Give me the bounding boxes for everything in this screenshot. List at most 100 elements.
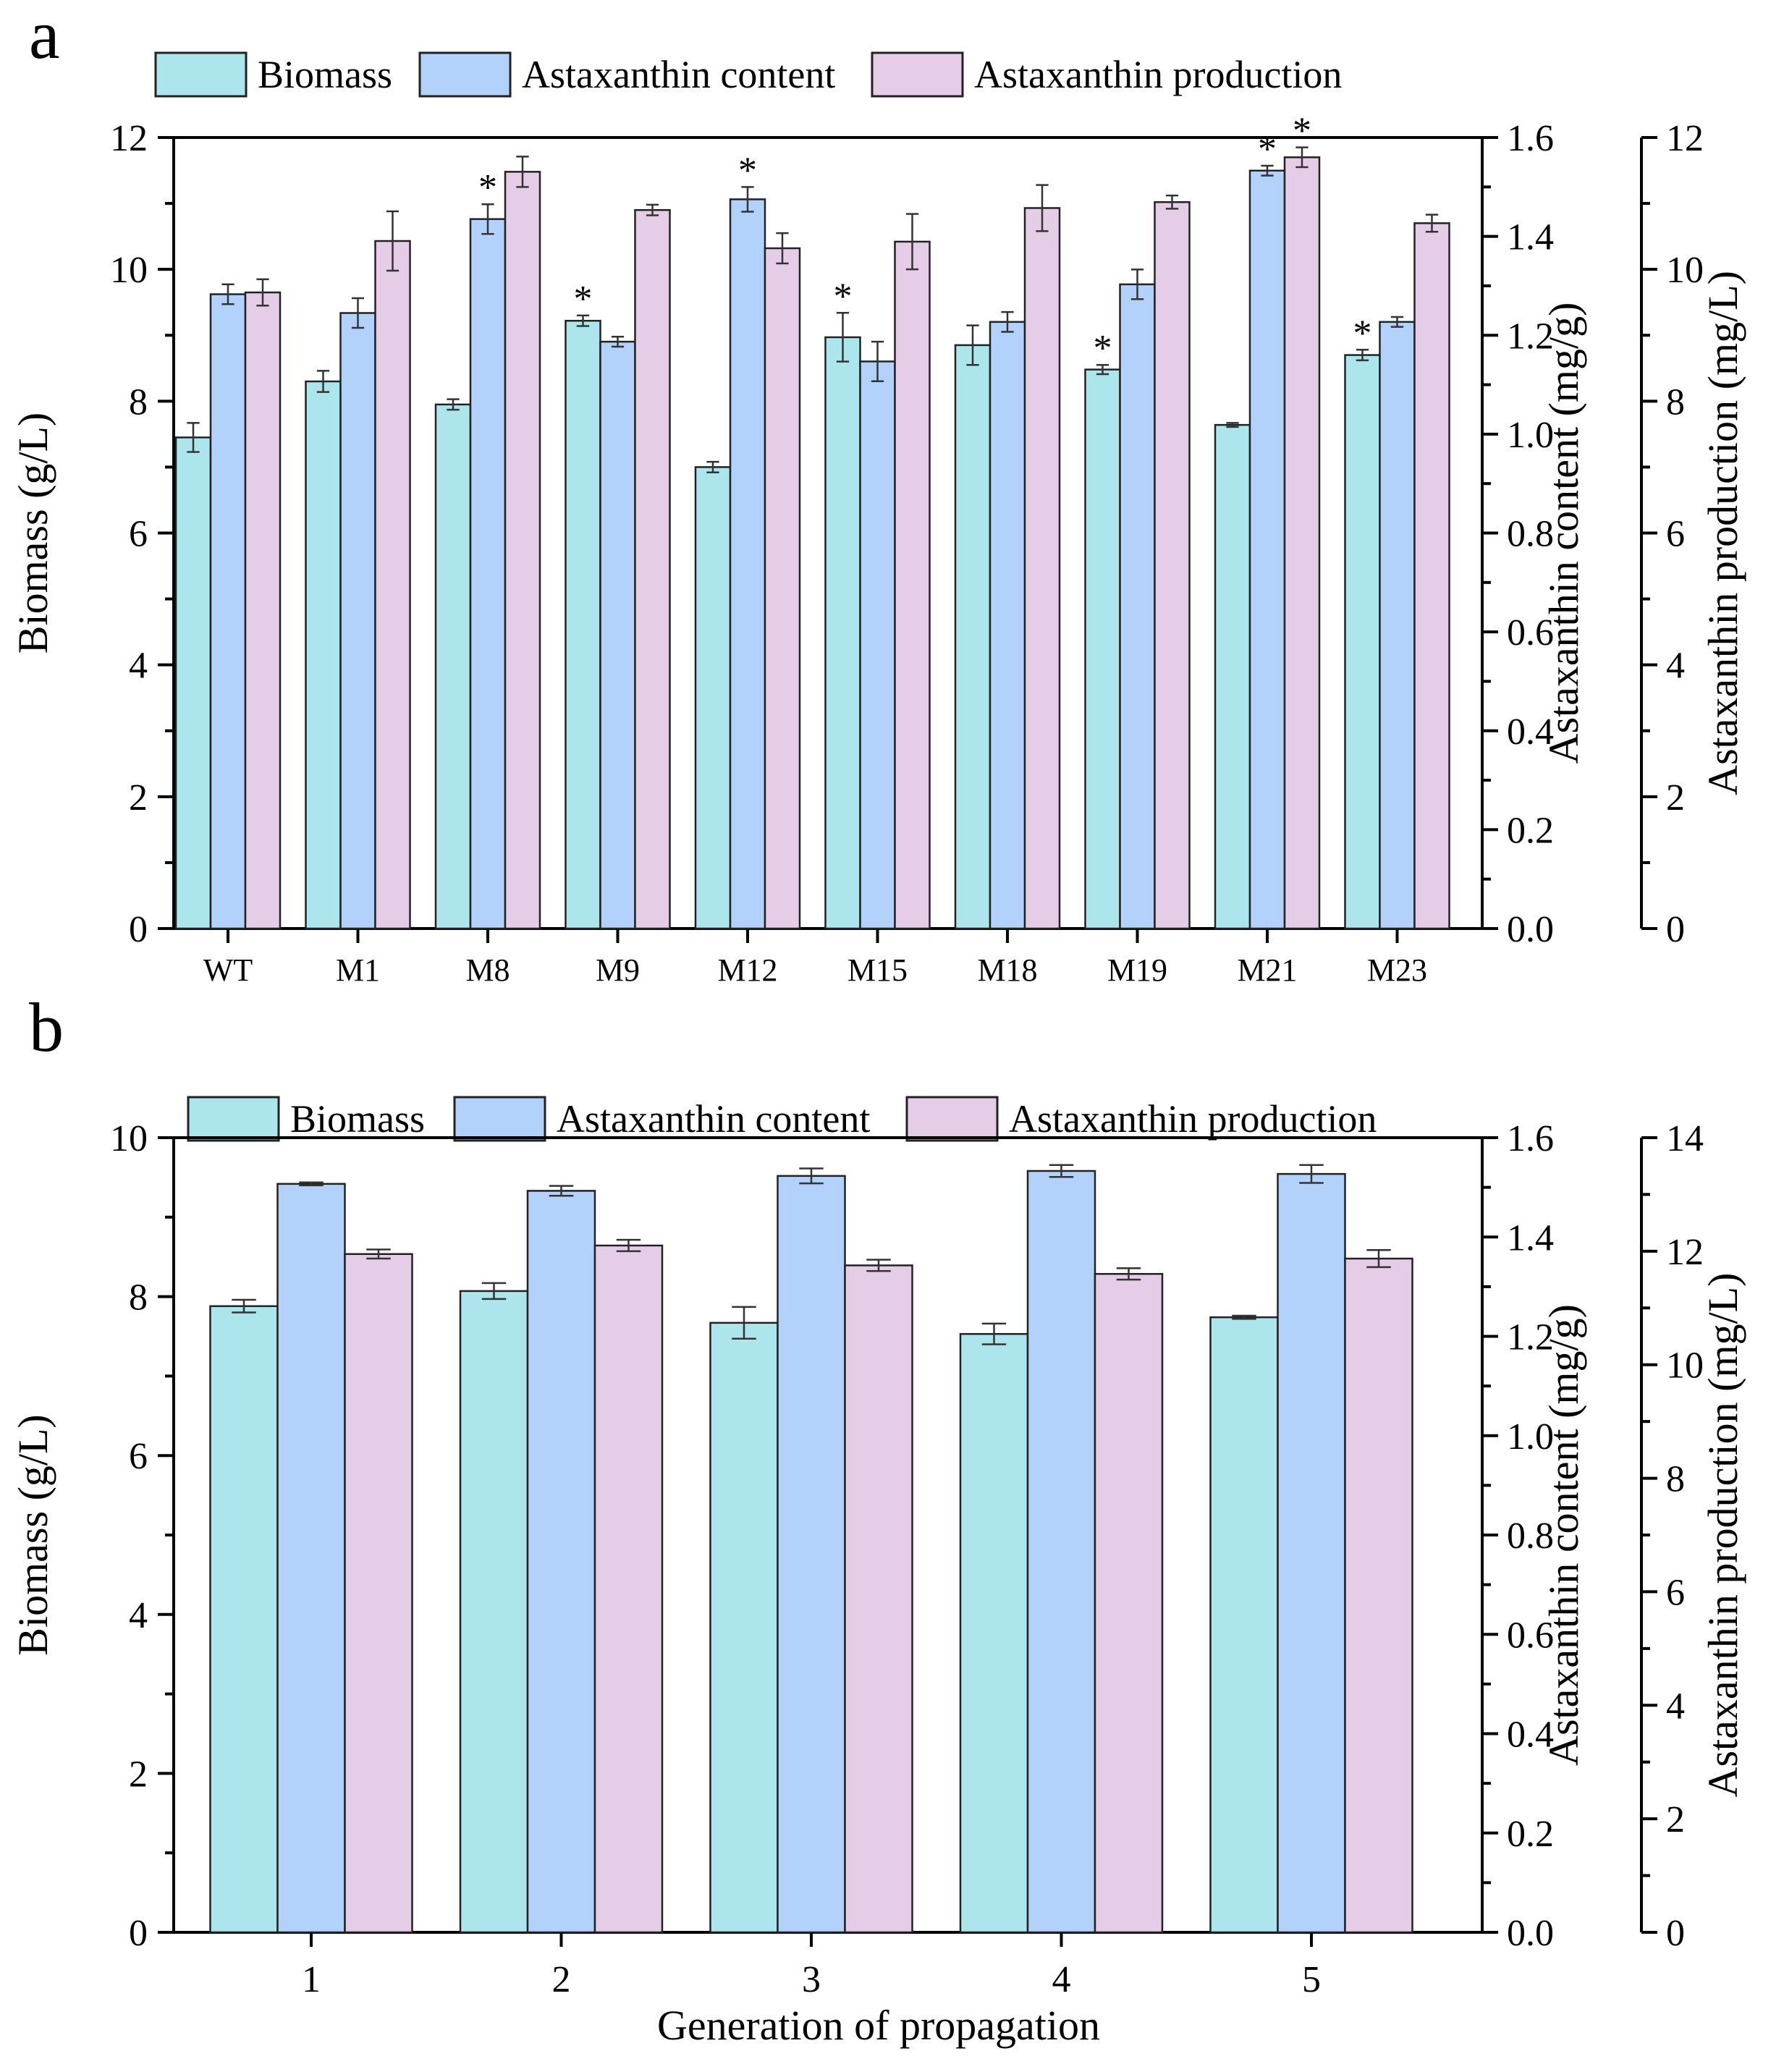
bar-astaxanthin-content [1119,283,1156,930]
y3-tick-label: 2 [1666,1799,1685,1840]
legend-swatch [418,51,512,98]
x-tick-label: M1 [336,952,380,988]
y3-tick-label: 8 [1666,1459,1685,1500]
bar-astaxanthin-production [504,171,541,930]
y-tick-label: 0 [129,909,148,950]
bar-biomass [174,436,212,930]
bar-astaxanthin-content [209,293,247,930]
significance-mark: * [1258,129,1277,170]
x-tick-label: 2 [552,1959,571,2000]
bar-astaxanthin-production [593,1244,664,1934]
y3-tick-label: 14 [1666,1118,1704,1159]
bar-astaxanthin-content [729,198,766,930]
bar-astaxanthin-content [599,340,636,930]
y2-tick-label: 0.8 [1507,1515,1554,1557]
bar-astaxanthin-content [859,360,896,930]
bar-astaxanthin-content [276,1183,346,1934]
bar-biomass [1214,423,1251,930]
bar-astaxanthin-production [1413,222,1450,930]
y-tick-label: 2 [129,777,148,819]
significance-mark: * [834,276,853,317]
x-tick-label: M8 [465,952,510,988]
bar-biomass [1344,354,1381,930]
bar-biomass [954,344,992,930]
bar-astaxanthin-production [1344,1257,1413,1934]
bar-astaxanthin-production [1283,156,1321,930]
y-tick-label: 10 [110,250,148,291]
y-tick-label: 8 [129,381,148,423]
x-tick-label: 4 [1052,1959,1071,2000]
bar-astaxanthin-production [1154,201,1191,930]
bar-biomass [305,380,342,930]
bar-astaxanthin-content [1248,169,1286,930]
bar-astaxanthin-production [764,247,801,930]
legend-swatch [871,51,964,98]
y3-axis-title: Astaxanthin production (mg/L) [1699,1273,1746,1798]
y2-tick-label: 1.6 [1507,118,1554,159]
y2-tick-label: 0.4 [1507,1714,1554,1756]
bar-astaxanthin-production [374,240,411,930]
y3-tick-label: 4 [1666,1686,1685,1727]
legend-label: Astaxanthin content [557,1097,870,1141]
y-tick-label: 2 [129,1754,148,1795]
y3-tick-label: 12 [1666,118,1704,159]
x-tick-label: WT [203,952,253,988]
panel-letter: b [29,989,64,1066]
x-tick-label: M12 [717,952,777,988]
bar-astaxanthin-production [244,291,282,930]
x-tick-label: 1 [302,1959,321,2000]
legend-swatch [187,1096,280,1142]
bar-biomass [694,466,732,930]
bar-biomass [709,1322,779,1934]
x-tick-label: 3 [802,1959,821,2000]
y2-tick-label: 0.2 [1507,1814,1554,1855]
y-tick-label: 8 [129,1277,148,1319]
bar-astaxanthin-production [1094,1272,1164,1934]
legend-swatch [453,1096,546,1142]
y3-tick-label: 0 [1666,1913,1685,1954]
y2-tick-label: 0.0 [1507,1913,1554,1954]
y-tick-label: 10 [110,1118,148,1159]
x-axis-title: Generation of propagation [657,2002,1100,2049]
bar-astaxanthin-content [1026,1170,1096,1934]
y-tick-label: 4 [129,646,148,687]
significance-mark: * [1353,313,1372,354]
legend-label: Astaxanthin content [522,53,835,96]
y-tick-label: 6 [129,1436,148,1477]
significance-mark: * [1094,328,1112,369]
bar-biomass [434,403,472,930]
legend-swatch [154,51,248,98]
y2-tick-label: 1.0 [1507,1416,1554,1458]
y2-tick-label: 1.6 [1507,1118,1554,1159]
y3-tick-label: 10 [1666,1345,1704,1387]
y2-axis-title: Astaxanthin content (mg/g) [1540,1304,1587,1766]
panel-letter: a [29,0,60,73]
legend-label: Astaxanthin production [1009,1097,1377,1141]
bar-biomass [1084,368,1121,930]
bar-biomass [824,336,861,930]
x-tick-label: M21 [1237,952,1297,988]
y3-tick-label: 8 [1666,381,1685,423]
y3-tick-label: 12 [1666,1232,1704,1273]
x-tick-label: M19 [1107,952,1167,988]
y2-tick-label: 0.0 [1507,909,1554,950]
bar-biomass [959,1332,1029,1934]
chart-panel-b: b Biomass Astaxanthin content Astaxanthin p… [9,989,1746,2049]
bar-astaxanthin-content [1277,1172,1346,1934]
chart-panel-a: a Biomass Astaxanthin content Astaxanthin p… [9,0,1746,988]
y2-tick-label: 1.4 [1507,1217,1554,1259]
y-axis-title: Biomass (g/L) [9,413,56,654]
y3-tick-label: 0 [1666,909,1685,950]
significance-mark: * [738,150,757,191]
y-axis-title: Biomass (g/L) [9,1414,56,1655]
bar-astaxanthin-content [1379,321,1416,930]
significance-mark: * [478,167,497,208]
significance-mark: * [1293,111,1311,152]
significance-mark: * [574,279,593,320]
y2-axis-title: Astaxanthin content (mg/g) [1540,303,1587,764]
y2-tick-label: 1.2 [1507,316,1554,357]
y3-tick-label: 6 [1666,514,1685,555]
legend-label: Biomass [290,1097,425,1141]
bar-astaxanthin-content [469,218,507,930]
